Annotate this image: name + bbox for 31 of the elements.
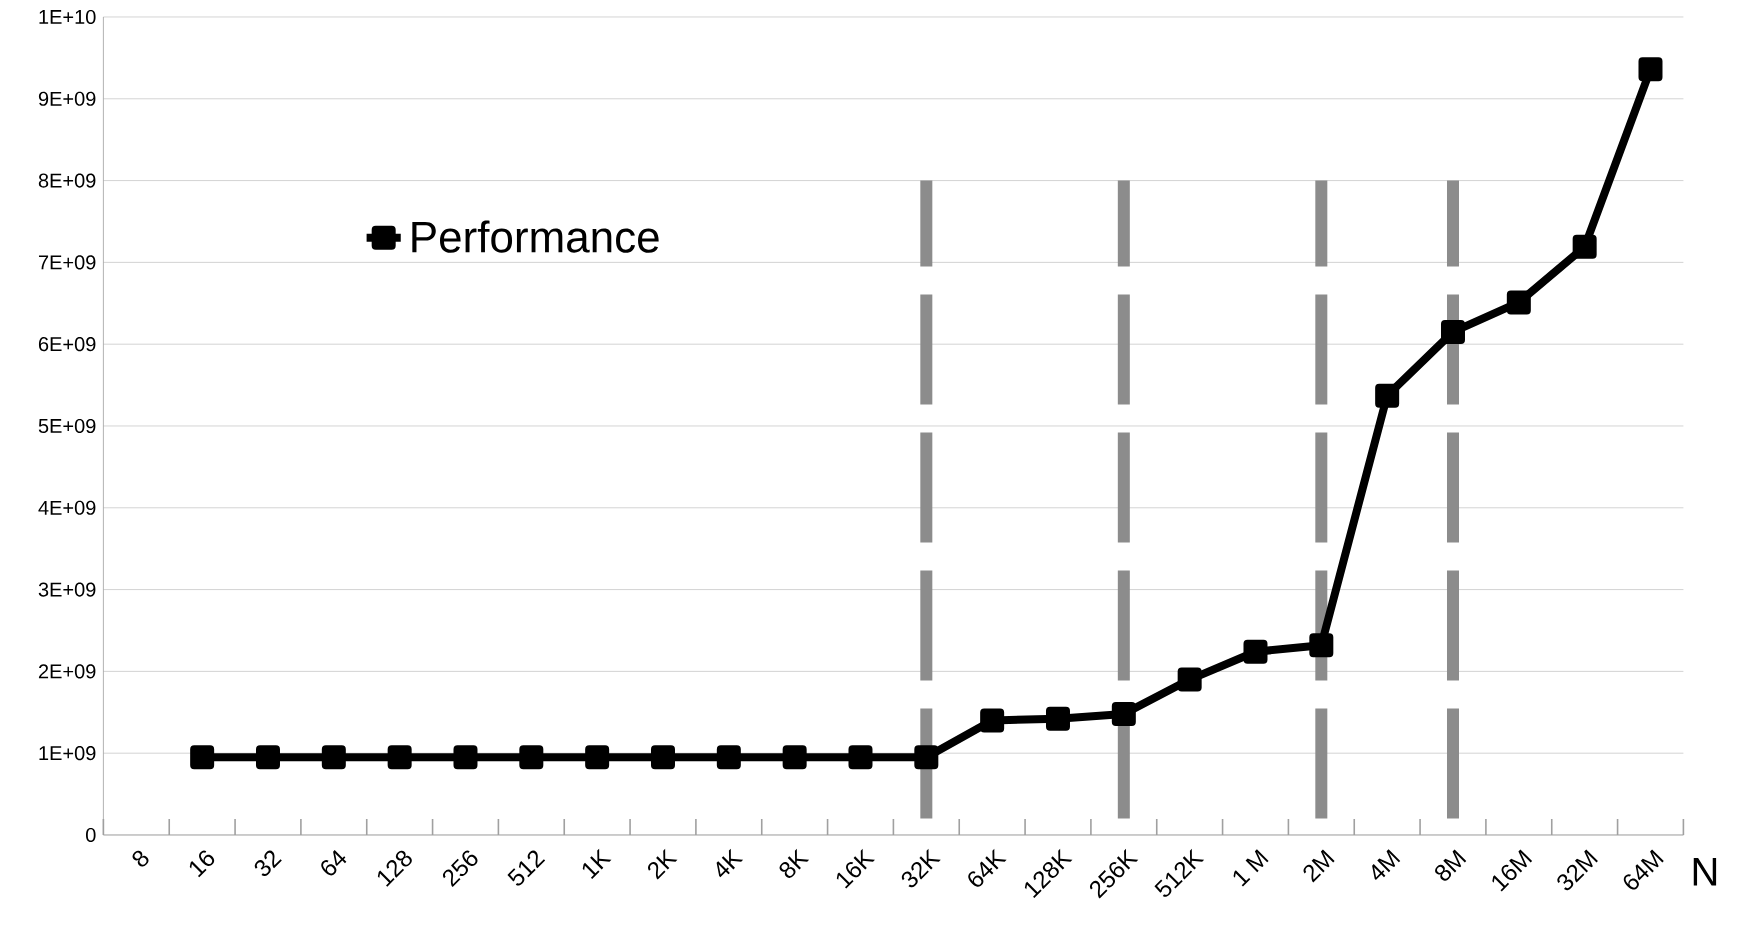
x-tick-label: 512 xyxy=(507,850,546,886)
x-tick-label: 64K xyxy=(968,848,1007,887)
x-tick-label: 32 xyxy=(254,850,282,877)
x-tick-label: 8K xyxy=(779,848,810,878)
y-tick-label: 6E+09 xyxy=(38,337,96,352)
legend-label: Performance xyxy=(412,220,659,253)
x-tick-label: 64 xyxy=(321,850,347,876)
y-tick-label: 4E+09 xyxy=(38,500,96,515)
x-tick-label: 16K xyxy=(836,848,875,889)
x-tick-label: 1 M xyxy=(1233,849,1269,887)
y-tick-label: 2E+09 xyxy=(38,664,96,679)
y-tick-label: 3E+09 xyxy=(38,582,96,597)
y-tick-label: 0 xyxy=(86,827,96,843)
x-tick-label: 8M xyxy=(1435,849,1467,881)
x-tick-label: 128 xyxy=(377,850,412,887)
x-tick-label: 32K xyxy=(901,848,941,888)
x-tick-label: 1K xyxy=(582,848,612,879)
y-tick-label: 1E+10 xyxy=(39,9,96,25)
y-tick-label: 7E+09 xyxy=(38,255,96,270)
y-tick-label: 9E+09 xyxy=(38,91,96,106)
y-tick-label: 8E+09 xyxy=(38,173,96,188)
x-tick-label: 4K xyxy=(716,848,744,878)
y-tick-label: 1E+09 xyxy=(39,746,96,761)
x-tick-label: 256 xyxy=(442,850,478,888)
x-tick-label: 2K xyxy=(647,848,678,880)
x-tick-label: 2M xyxy=(1303,849,1335,883)
x-tick-label: 8 xyxy=(132,850,149,867)
x-tick-label: 4M xyxy=(1372,849,1401,881)
y-tick-label: 5E+09 xyxy=(38,418,96,434)
x-tick-label: 16 xyxy=(189,850,215,878)
x-axis-title: N xyxy=(1693,858,1717,886)
